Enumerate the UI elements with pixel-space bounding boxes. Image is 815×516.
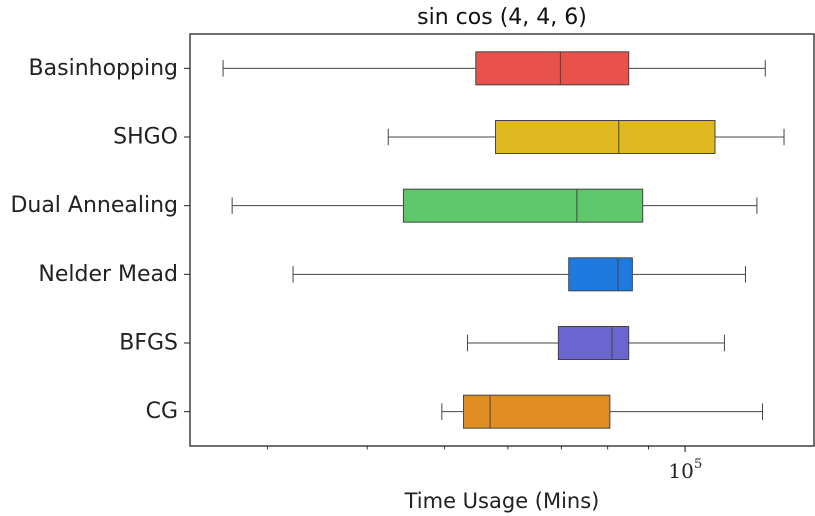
box-nelder-mead bbox=[568, 257, 633, 292]
category-label-cg: CG bbox=[146, 399, 178, 424]
category-label-dual-annealing: Dual Annealing bbox=[10, 193, 178, 218]
category-label-shgo: SHGO bbox=[113, 125, 178, 150]
box-cg bbox=[463, 394, 611, 429]
x-axis-ticks: 10 5 bbox=[266, 446, 702, 483]
category-label-bfgs: BFGS bbox=[119, 331, 178, 356]
x-axis-label: Time Usage (Mins) bbox=[404, 489, 600, 513]
box-group bbox=[222, 51, 785, 429]
x-tick-label-exponent: 5 bbox=[694, 457, 702, 472]
box-bfgs bbox=[557, 326, 630, 360]
box-dual-annealing bbox=[402, 188, 644, 223]
category-label-nelder-mead: Nelder Mead bbox=[38, 262, 178, 287]
category-label-basinhopping: Basinhopping bbox=[29, 56, 178, 81]
category-labels: Basinhopping SHGO Dual Annealing Nelder Mea… bbox=[10, 56, 190, 424]
box-basinhopping bbox=[475, 51, 630, 86]
x-tick-label: 10 bbox=[668, 459, 693, 483]
box-shgo bbox=[495, 120, 716, 154]
plot-frame bbox=[189, 33, 815, 447]
chart-title: sin cos (4, 4, 6) bbox=[417, 5, 587, 30]
